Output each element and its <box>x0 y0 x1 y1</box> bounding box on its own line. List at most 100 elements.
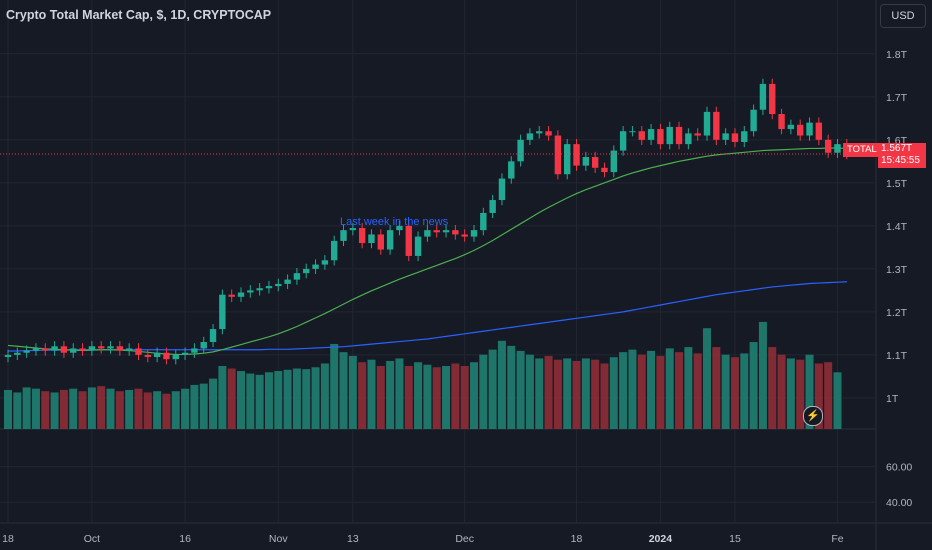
candle-body <box>368 234 375 244</box>
candle-body <box>51 346 58 351</box>
volume-bar <box>600 363 609 429</box>
volume-bar <box>22 387 31 429</box>
volume-bar <box>97 386 106 429</box>
candle-body <box>228 294 235 297</box>
lightning-icon[interactable]: ⚡ <box>803 406 823 426</box>
last-price-value: 1.567T <box>881 143 913 154</box>
candle-body <box>629 131 636 133</box>
candle-body <box>564 144 571 175</box>
volume-bar <box>13 392 22 429</box>
x-tick-label: Dec <box>455 533 474 545</box>
volume-bar <box>283 369 292 429</box>
candle-body <box>42 348 49 351</box>
volume-bar <box>125 389 134 429</box>
volume-bar <box>106 388 115 429</box>
x-tick-label: 2024 <box>649 533 673 545</box>
x-tick-label: Nov <box>269 533 288 545</box>
volume-bar <box>320 363 329 429</box>
candle-body <box>256 288 263 291</box>
y-tick-label: 1.4T <box>886 221 908 233</box>
volume-bar <box>348 355 357 429</box>
y-tick-label: 1T <box>886 393 899 405</box>
volume-bar <box>693 353 702 429</box>
news-annotation[interactable]: Last week in the news <box>340 216 449 228</box>
candle-body <box>741 131 748 142</box>
volume-bar <box>768 347 777 429</box>
volume-bar <box>87 387 96 429</box>
currency-button[interactable]: USD <box>880 4 926 28</box>
candle-body <box>303 268 310 274</box>
candle-body <box>88 346 96 351</box>
volume-bar <box>647 350 656 429</box>
volume-bar <box>572 360 581 429</box>
volume-bar <box>432 367 441 429</box>
series-tag: TOTAL <box>843 143 881 157</box>
volume-bar <box>423 364 432 429</box>
volume-bar <box>50 392 59 429</box>
candle-body <box>713 111 720 140</box>
candle-body <box>638 131 645 140</box>
volume-bar <box>69 388 78 429</box>
volume-bar <box>516 350 525 429</box>
volume-bar <box>637 354 646 429</box>
candle-body <box>787 124 795 130</box>
candle-body <box>396 225 403 231</box>
candle-body <box>32 348 40 351</box>
volume-bar <box>628 349 637 429</box>
candle-body <box>135 348 142 355</box>
candle-body <box>778 114 785 130</box>
volume-bar <box>805 354 814 429</box>
candle-body <box>331 240 338 261</box>
candle-body <box>442 230 450 233</box>
candle-body <box>470 230 478 237</box>
candle-body <box>219 294 226 330</box>
candle-body <box>601 167 608 173</box>
volume-bar <box>274 371 283 429</box>
candle-body <box>405 225 412 256</box>
candle-body <box>144 354 151 358</box>
volume-bar <box>199 383 208 429</box>
candle-body <box>769 83 776 115</box>
candle-body <box>107 346 114 349</box>
volume-bar <box>665 348 674 429</box>
candle-body <box>619 131 627 151</box>
volume-bar <box>796 359 805 429</box>
candle-body <box>349 228 357 231</box>
candle-body <box>815 122 823 140</box>
volume-bar <box>376 366 385 429</box>
candle-body <box>98 346 105 349</box>
candle-body <box>209 329 217 342</box>
bar-countdown: 15:45:55 <box>881 155 920 166</box>
volume-bar <box>507 345 516 429</box>
volume-bar <box>358 362 367 429</box>
candle-body <box>163 352 170 360</box>
volume-bar <box>442 366 451 429</box>
candle-body <box>508 161 515 179</box>
x-tick-label: 18 <box>571 533 583 545</box>
volume-bar <box>740 353 749 429</box>
candle-body <box>321 260 329 265</box>
candle-body <box>200 341 207 349</box>
volume-bar <box>330 343 339 429</box>
candle-body <box>731 133 739 142</box>
candle-body <box>536 131 543 134</box>
candle-body <box>275 283 282 287</box>
candle-body <box>247 290 254 293</box>
volume-bar <box>675 352 684 429</box>
candle-body <box>498 178 506 201</box>
volume-bar <box>451 363 460 429</box>
volume-bar <box>470 362 478 429</box>
candle-body <box>386 230 394 250</box>
candle-body <box>340 230 347 241</box>
y-tick-label: 1.2T <box>886 307 908 319</box>
candle-body <box>582 157 590 166</box>
volume-bar <box>684 347 693 429</box>
volume-bar <box>311 367 320 429</box>
volume-bar <box>162 393 171 429</box>
candle-body <box>834 144 841 153</box>
osc-tick-label: 40.00 <box>886 497 912 509</box>
candle-body <box>312 264 319 269</box>
candle-body <box>526 133 534 140</box>
